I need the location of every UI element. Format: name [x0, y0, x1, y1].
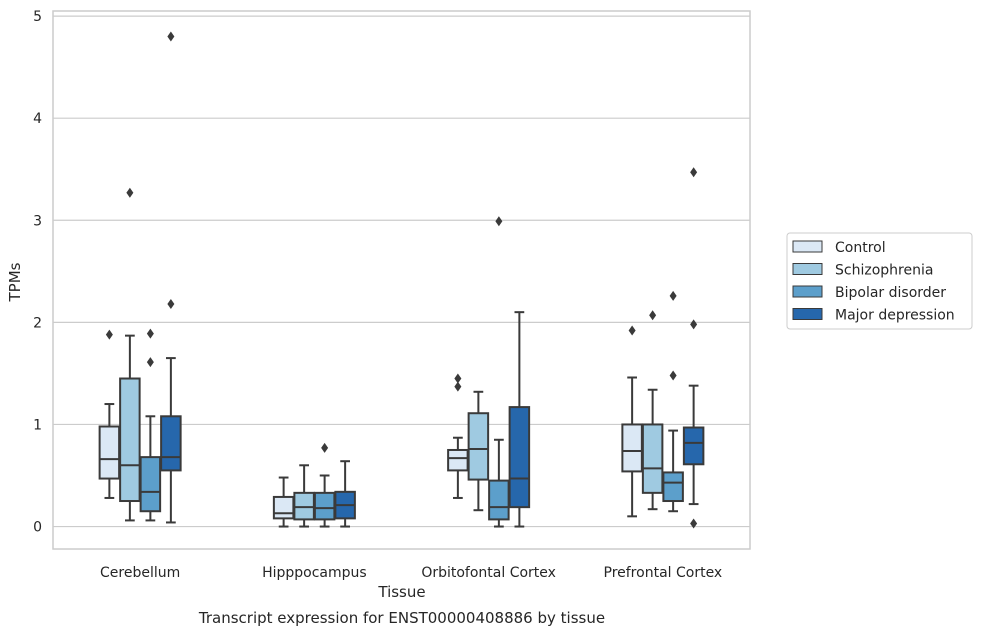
y-tick-labels: 0 1 2 3 4 5: [33, 9, 42, 535]
outlier-point: [126, 187, 134, 198]
box-3-1: [641, 310, 664, 511]
legend-label: Schizophrenia: [835, 263, 933, 279]
outlier-point: [669, 370, 677, 381]
box-0-1: [119, 187, 141, 522]
box-2-3: [508, 311, 531, 528]
outlier-point: [628, 325, 636, 336]
box-1-1: [293, 464, 315, 528]
box-1-3: [334, 460, 356, 528]
outlier-point: [669, 290, 677, 301]
outlier-point: [690, 319, 698, 330]
legend-frame: [786, 232, 973, 330]
box-2-2: [488, 216, 510, 528]
box-iqr: [139, 456, 162, 513]
box-iqr: [119, 377, 141, 503]
box-iqr: [293, 491, 315, 521]
y-tick-label: 3: [33, 213, 42, 229]
y-tick-label: 0: [33, 520, 42, 536]
box-iqr: [447, 448, 469, 472]
box-1-0: [272, 476, 295, 528]
outlier-point: [146, 328, 154, 339]
outlier-point: [690, 518, 698, 529]
x-tick-label: Cerebellum: [100, 565, 180, 581]
box-iqr: [621, 423, 643, 473]
y-axis-label: TPMs: [6, 262, 24, 302]
legend-label: Control: [835, 240, 886, 256]
outlier-point: [146, 357, 154, 368]
chart-caption: Transcript expression for ENST0000040888…: [198, 609, 605, 627]
y-tick-label: 5: [33, 9, 42, 25]
legend-swatch: [792, 240, 823, 253]
x-axis-label: Tissue: [377, 583, 425, 601]
box-1-2: [313, 442, 336, 528]
outlier-point: [690, 167, 698, 178]
box-iqr: [641, 423, 664, 494]
outlier-point: [649, 310, 657, 321]
y-tick-label: 2: [33, 315, 42, 331]
box-iqr: [682, 426, 705, 466]
box-2-0: [447, 373, 469, 499]
box-iqr: [662, 471, 684, 503]
legend-swatch: [792, 308, 823, 320]
legend: Control Schizophrenia Bipolar disorder Majo…: [786, 232, 973, 330]
x-tick-label: Prefrontal Cortex: [604, 565, 723, 581]
x-tick-labels: Cerebellum Hipppocampus Orbitofontal Corte…: [100, 565, 722, 581]
legend-label: Bipolar disorder: [835, 285, 946, 301]
box-3-2: [662, 290, 684, 513]
box-2-1: [467, 390, 490, 512]
legend-items: Control Schizophrenia Bipolar disorder Majo…: [792, 240, 955, 324]
box-3-3: [682, 167, 705, 529]
box-0-0: [98, 329, 121, 499]
y-tick-label: 4: [33, 111, 42, 127]
box-3-0: [621, 325, 643, 518]
outlier-point: [105, 329, 113, 340]
outlier-point: [167, 31, 175, 42]
x-tick-label: Orbitofontal Cortex: [421, 565, 556, 581]
box-iqr: [272, 495, 295, 520]
y-tick-label: 1: [33, 417, 42, 433]
x-tick-label: Hipppocampus: [262, 565, 367, 581]
box-iqr: [98, 425, 121, 480]
outlier-point: [321, 442, 329, 453]
outlier-point: [167, 298, 175, 309]
box-iqr: [160, 415, 182, 472]
outlier-point: [454, 381, 462, 392]
outlier-point: [454, 373, 462, 384]
box-iqr: [313, 491, 336, 521]
box-0-2: [139, 328, 162, 522]
box-iqr: [467, 412, 490, 481]
box-groups: [98, 31, 705, 529]
legend-swatch: [792, 263, 823, 275]
legend-swatch: [792, 285, 823, 298]
legend-label: Major depression: [835, 308, 955, 324]
box-iqr: [508, 406, 531, 509]
box-0-3: [160, 31, 182, 524]
outlier-point: [495, 216, 503, 227]
box-iqr: [488, 479, 510, 521]
plot-frame: [52, 10, 751, 550]
